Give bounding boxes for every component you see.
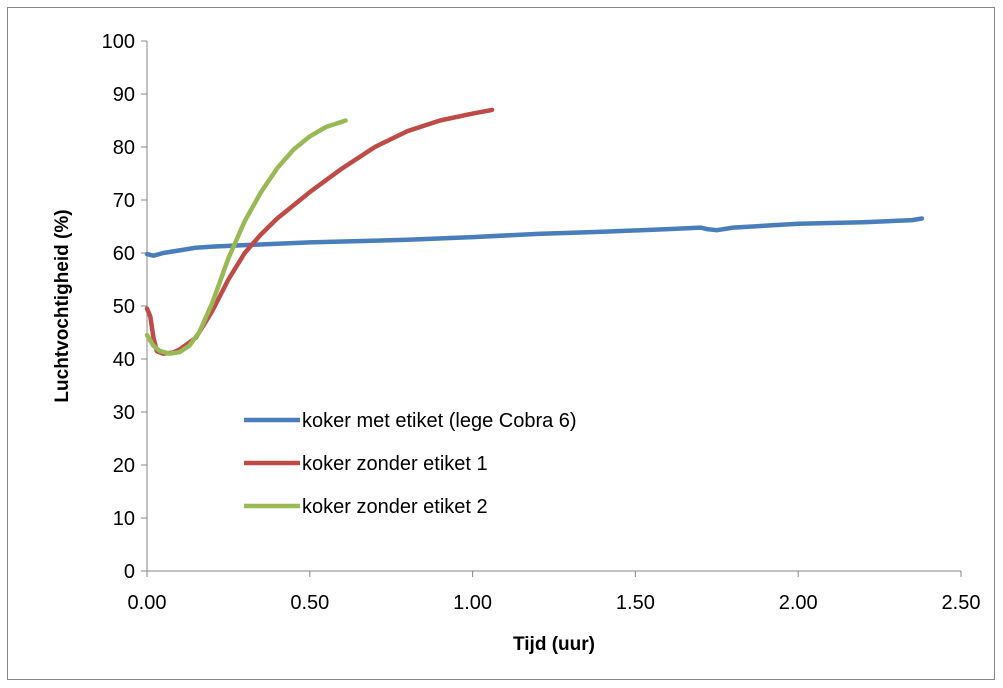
y-tick-label: 30 (113, 402, 135, 424)
series-group (144, 107, 925, 356)
y-axis: 0 10 20 30 40 50 60 70 80 90 100 (102, 31, 148, 583)
x-tick-label: 0.00 (128, 592, 167, 614)
y-tick-label: 50 (113, 296, 135, 318)
x-axis-title: Tijd (uur) (513, 634, 595, 655)
y-tick-label: 60 (113, 243, 135, 265)
y-tick-label: 90 (113, 84, 135, 106)
y-tick-label: 80 (113, 137, 135, 159)
y-axis-title: Luchtvochtigheid (%) (52, 209, 73, 402)
y-tick-label: 0 (124, 561, 135, 583)
series-line-2 (144, 107, 495, 356)
y-tick-label: 20 (113, 455, 135, 477)
legend-item-3: koker zonder etiket 2 (244, 496, 488, 518)
legend-label: koker zonder etiket 1 (302, 453, 488, 475)
series-line-1 (144, 216, 925, 258)
series-line-3 (144, 118, 348, 356)
y-tick-label: 70 (113, 190, 135, 212)
legend-item-2: koker zonder etiket 1 (244, 453, 488, 475)
chart-frame (7, 7, 995, 680)
y-tick-label: 10 (113, 508, 135, 530)
legend-item-1: koker met etiket (lege Cobra 6) (244, 410, 577, 432)
x-tick-label: 1.00 (453, 592, 492, 614)
x-tick-label: 1.50 (616, 592, 655, 614)
x-tick-label: 0.50 (290, 592, 329, 614)
legend-label: koker met etiket (lege Cobra 6) (302, 410, 577, 432)
x-axis: 0.00 0.50 1.00 1.50 2.00 2.50 (128, 570, 981, 614)
y-tick-label: 100 (102, 31, 135, 53)
legend: koker met etiket (lege Cobra 6) koker zon… (244, 410, 577, 518)
legend-label: koker zonder etiket 2 (302, 496, 488, 518)
y-tick-label: 40 (113, 349, 135, 371)
x-tick-label: 2.00 (779, 592, 818, 614)
x-tick-label: 2.50 (942, 592, 981, 614)
